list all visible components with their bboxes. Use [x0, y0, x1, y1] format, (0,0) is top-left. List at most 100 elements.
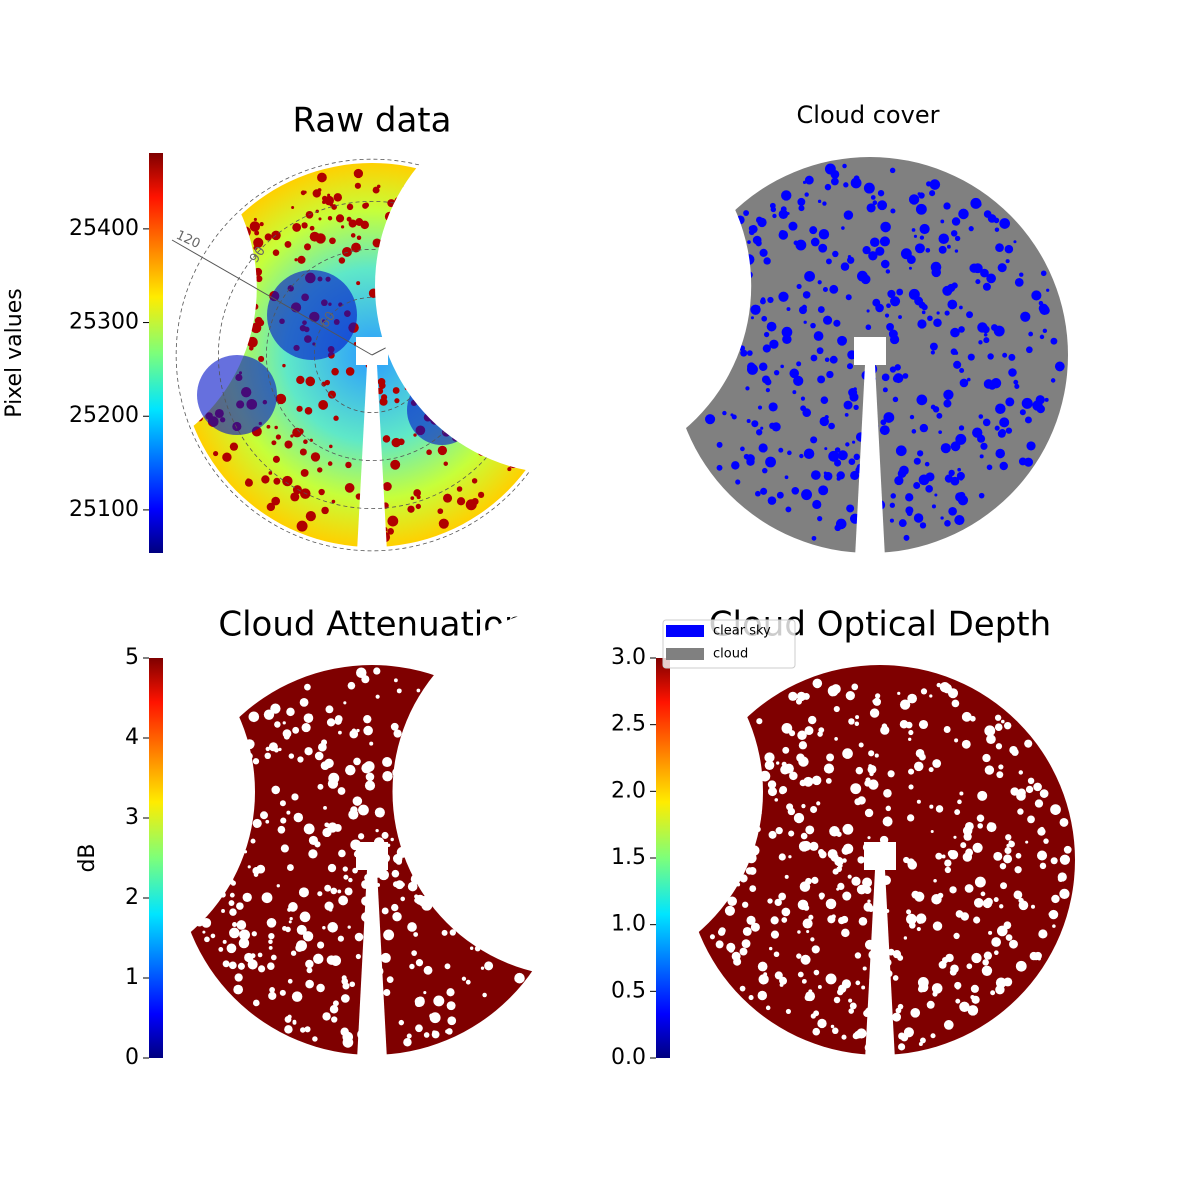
image-feature [954, 514, 965, 526]
image-feature [890, 208, 896, 214]
image-feature [415, 503, 421, 510]
image-feature [317, 891, 323, 897]
image-feature [392, 912, 402, 922]
image-feature [304, 243, 312, 251]
image-feature [305, 979, 314, 989]
image-feature [471, 478, 478, 484]
image-feature [842, 748, 853, 759]
image-feature [810, 470, 821, 480]
image-feature [846, 363, 854, 370]
image-feature [910, 1008, 921, 1018]
image-feature [907, 693, 917, 704]
legend-label: cloud [713, 647, 748, 662]
image-feature [1042, 306, 1050, 315]
image-feature [953, 932, 960, 940]
image-feature [967, 1005, 979, 1016]
colorbar-tick-label: 0.5 [611, 978, 646, 1003]
image-feature [746, 418, 751, 423]
image-feature [930, 350, 935, 355]
image-feature [902, 373, 909, 379]
mask [374, 97, 752, 474]
image-feature [848, 458, 856, 466]
image-feature [244, 478, 253, 487]
image-feature [910, 289, 916, 295]
image-feature [793, 375, 804, 386]
image-feature [769, 339, 779, 349]
image-feature [851, 876, 861, 886]
image-feature [413, 489, 421, 497]
image-feature [274, 425, 278, 430]
image-feature [348, 219, 357, 228]
image-feature [944, 474, 953, 483]
image-feature [338, 257, 346, 264]
image-feature [1005, 834, 1012, 841]
image-feature [275, 393, 287, 405]
image-feature [945, 953, 954, 963]
image-feature [407, 505, 415, 513]
image-feature [938, 960, 947, 969]
image-feature [870, 237, 880, 248]
image-feature [858, 917, 868, 926]
image-feature [286, 707, 295, 717]
image-feature [305, 511, 316, 522]
image-feature [343, 701, 347, 705]
image-feature [363, 725, 373, 736]
image-feature [218, 947, 224, 952]
image-feature [770, 916, 779, 925]
image-feature [930, 829, 934, 833]
image-feature [1008, 368, 1017, 377]
image-feature [261, 892, 273, 904]
image-feature [862, 966, 867, 971]
image-feature [802, 291, 811, 299]
image-feature [863, 886, 872, 894]
image-feature [954, 249, 959, 253]
image-feature [933, 318, 942, 328]
image-feature [915, 203, 927, 215]
image-feature [1042, 328, 1048, 334]
image-feature [816, 801, 821, 806]
image-feature [957, 495, 969, 506]
image-feature [784, 475, 789, 480]
image-feature [810, 237, 820, 247]
image-feature [788, 830, 795, 837]
image-feature [394, 398, 400, 404]
image-feature [757, 990, 768, 1001]
image-feature [979, 454, 984, 459]
image-feature [919, 423, 929, 433]
image-feature [296, 405, 303, 412]
image-feature [749, 225, 758, 234]
image-feature [758, 974, 769, 985]
image-feature [348, 809, 359, 820]
image-feature [830, 1024, 835, 1029]
image-feature [1020, 311, 1031, 322]
image-feature [986, 273, 996, 284]
image-feature [390, 837, 394, 842]
image-feature [433, 995, 445, 1007]
image-feature [1009, 745, 1018, 755]
image-feature [882, 387, 888, 393]
image-feature [868, 764, 873, 768]
image-feature [914, 296, 924, 306]
image-feature [306, 967, 313, 974]
image-feature [249, 221, 261, 232]
image-feature [802, 408, 812, 417]
image-feature [718, 927, 726, 935]
image-feature [403, 1038, 412, 1047]
image-feature [861, 985, 866, 990]
image-feature [327, 216, 333, 221]
image-feature [322, 827, 332, 838]
image-feature [746, 915, 756, 925]
image-feature [868, 750, 875, 757]
image-feature [812, 499, 822, 510]
image-feature [477, 491, 485, 498]
image-feature [778, 892, 787, 901]
image-feature [857, 796, 866, 805]
image-feature [378, 869, 389, 881]
image-feature [1005, 397, 1015, 407]
image-feature [972, 427, 983, 438]
image-feature [942, 683, 953, 694]
image-feature [374, 807, 385, 818]
image-feature [970, 715, 976, 722]
image-feature [236, 920, 247, 930]
image-feature [802, 692, 810, 700]
